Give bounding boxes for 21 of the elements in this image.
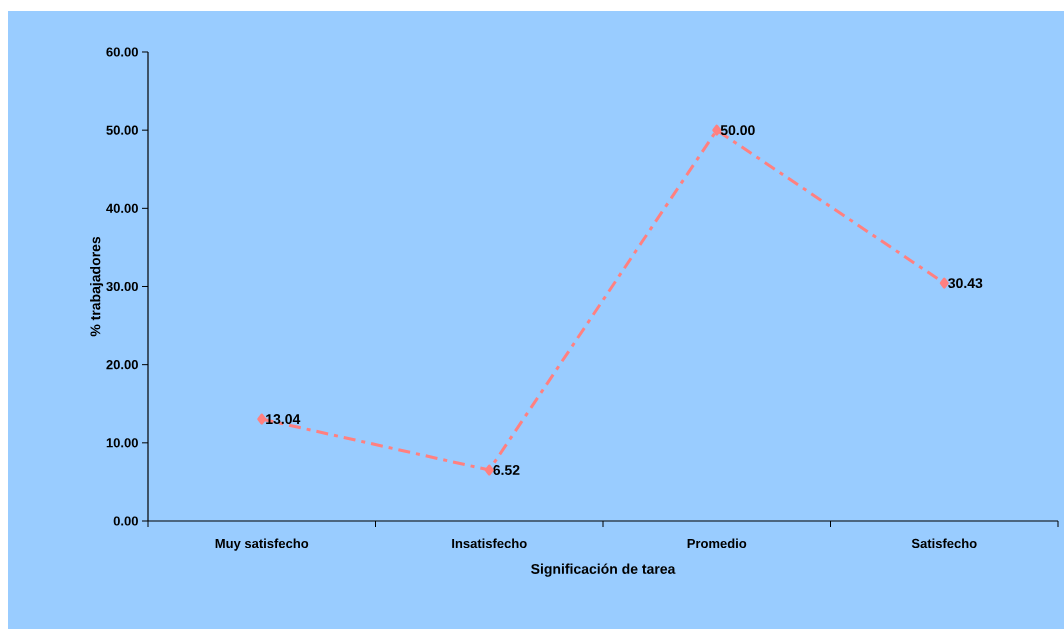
y-tick-label: 10.00	[106, 438, 138, 448]
y-axis-title: % trabajadores	[90, 236, 104, 337]
point	[257, 413, 267, 425]
y-tick-label: 60.00	[106, 47, 138, 57]
point	[712, 124, 722, 136]
x-tick-label: Muy satisfecho	[215, 538, 309, 551]
data-label: 50.00	[720, 125, 755, 136]
point	[939, 277, 949, 289]
x-tick-label: Satisfecho	[911, 538, 977, 549]
y-tick-label: 40.00	[106, 203, 138, 213]
data-label: 30.43	[948, 278, 983, 289]
data-label: 13.04	[266, 414, 301, 425]
point	[484, 464, 494, 476]
y-tick-label: 30.00	[106, 281, 138, 292]
y-tick-label: 50.00	[106, 125, 138, 135]
data-label: 6.52	[493, 465, 520, 475]
x-tick-label: Promedio	[687, 538, 747, 549]
x-axis-title: Significación de tarea	[531, 563, 676, 577]
y-tick-label: 20.00	[106, 360, 138, 370]
x-tick-label: Insatisfecho	[452, 538, 527, 549]
y-tick-label: 0.00	[113, 516, 138, 526]
